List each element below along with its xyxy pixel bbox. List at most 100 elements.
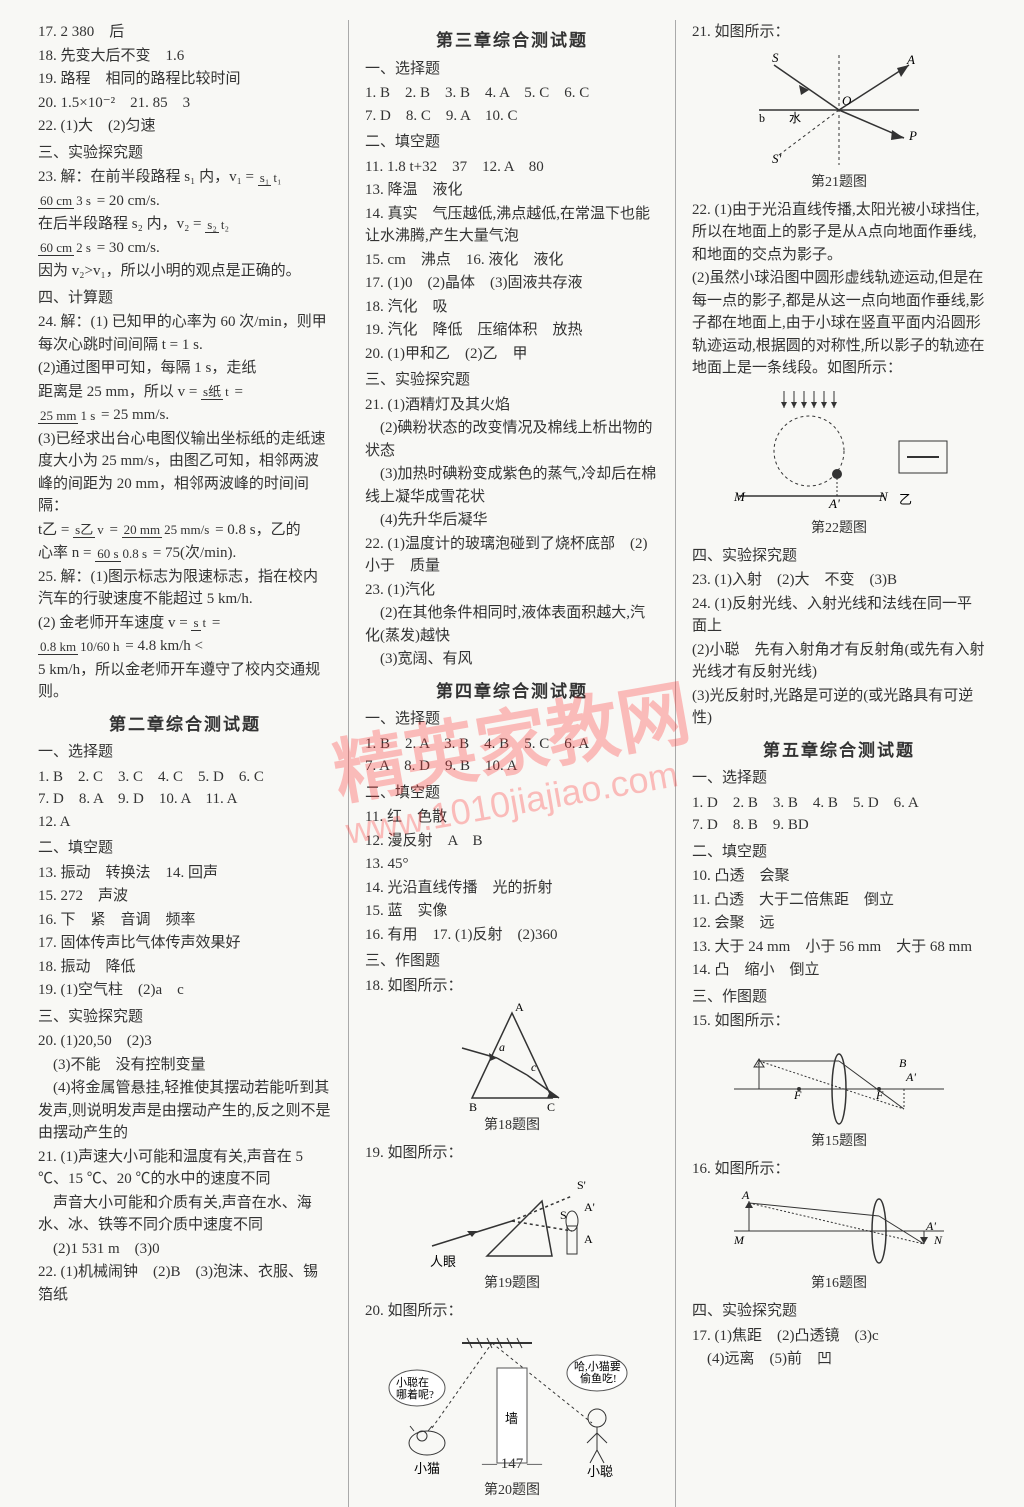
text-line: 11. 凸透 大于二倍焦距 倒立 [692,889,986,912]
diagram-15: F F B A' 第15题图 [692,1039,986,1152]
subsection-heading: 三、作图题 [365,950,659,973]
subsection-heading: 一、选择题 [692,767,986,790]
text-line: 20. (1)甲和乙 (2)乙 甲 [365,343,659,366]
text-line: 5 km/h，所以金老师开车遵守了校内交通规则。 [38,659,332,704]
subsection-heading: 一、选择题 [365,708,659,731]
svg-text:C: C [547,1100,555,1113]
fraction: 0.8 km10/60 h [38,637,122,657]
svg-text:水: 水 [789,111,801,125]
text-line: 13. 45° [365,853,659,876]
q25c: = [212,615,220,631]
text-line: 17. (1)0 (2)晶体 (3)固液共存液 [365,272,659,295]
fraction: st [191,613,208,633]
text-line: (3)宽阔、有风 [365,648,659,671]
column-3: 21. 如图所示： S A O b P S' 水 第21题图 [684,20,994,1507]
diagram-21: S A O b P S' 水 第21题图 [692,50,986,193]
text-line: (2)通过图甲可知，每隔 1 s，走纸 [38,357,332,380]
svg-text:乙: 乙 [899,492,912,507]
text-line: 因为 v₂>v₁，所以小明的观点是正确的。 [38,260,332,283]
text-line: 19. 汽化 降低 压缩体积 放热 [365,319,659,342]
text-line: 12. 漫反射 A B [365,830,659,853]
text-line: 13. 大于 24 mm 小于 56 mm 大于 68 mm [692,936,986,959]
text-line: 16. 有用 17. (1)反射 (2)360 [365,924,659,947]
text-line: 19. 路程 相同的路程比较时间 [38,68,332,91]
mc-answers: 1. B 2. C 3. C 4. C 5. D 6. C 7. D 8. A … [38,766,332,834]
triangle-refraction-diagram: A B C a c [457,1003,567,1113]
svg-text:A: A [584,1232,593,1246]
text-line: (2) 金老师开车速度 v = st = [38,612,332,635]
svg-text:c: c [531,1060,537,1074]
svg-text:偷鱼吃!: 偷鱼吃! [580,1371,617,1385]
diagram-caption: 第21题图 [692,172,986,193]
text-line: 24. 解：(1) 已知甲的心率为 60 次/min，则甲每次心跳时间间隔 t … [38,311,332,356]
text-line: (3)已经求出台心电图仪输出坐标纸的走纸速度大小为 25 mm/s，由图乙可知，… [38,428,332,518]
q24i: 心率 n = [38,545,91,561]
diagram-16: A M A' N 第16题图 [692,1186,986,1294]
text-line: 15. 272 声波 [38,885,332,908]
fraction: s₁t₁ [258,168,284,188]
fraction: s纸t [201,382,231,402]
chapter-5-title: 第五章综合测试题 [692,738,986,764]
fraction: s乙v [73,520,106,540]
q24-text: 距离是 25 mm，所以 v = [38,384,197,400]
svg-text:小聪在: 小聪在 [396,1375,429,1389]
diagram-caption: 第22题图 [692,518,986,539]
diagram-caption: 第19题图 [365,1273,659,1294]
diagram-22: M A' N 乙 第22题图 [692,386,986,539]
text-line: 18. 先变大后不变 1.6 [38,45,332,68]
svg-text:M: M [733,489,746,504]
chapter-2-title: 第二章综合测试题 [38,712,332,738]
fraction: 60 cm3 s [38,191,93,211]
subsection-heading: 二、填空题 [365,131,659,154]
q25d: = 4.8 km/h < [125,638,203,654]
svg-text:小聪: 小聪 [587,1464,613,1478]
text-line: 22. (1)由于光沿直线传播,太阳光被小球挡住,所以在地面上的影子是从A点向地… [692,199,986,267]
text-line: (2)小聪 先有入射角才有反射角(或先有入射光线才有反射光线) [692,639,986,684]
svg-text:哪着呢?: 哪着呢? [396,1387,434,1401]
diagram-label: 19. 如图所示： [365,1142,659,1165]
svg-text:小猫: 小猫 [414,1461,440,1476]
q24f: t乙 = [38,522,69,538]
text-line: 13. 降温 液化 [365,179,659,202]
text-line: 23. 解：在前半段路程 s₁ 内，v₁ = s₁t₁ [38,166,332,189]
diagram-label: 15. 如图所示： [692,1010,986,1033]
text-line: 22. (1)机械闹钟 (2)B (3)泡沫、衣服、锡箔纸 [38,1261,332,1306]
shadow-circle-diagram: M A' N 乙 [724,386,954,516]
fraction: 60 cm2 s [38,238,93,258]
text-line: 14. 光沿直线传播 光的折射 [365,877,659,900]
svg-text:a: a [499,1040,505,1054]
text-line: 声音大小可能和介质有关,声音在水、海水、冰、铁等不同介质中速度不同 [38,1192,332,1237]
subsection-heading: 三、实验探究题 [38,142,332,165]
text-line: 17. 2 380 后 [38,21,332,44]
subsection-heading: 三、作图题 [692,986,986,1009]
subsection-heading: 四、实验探究题 [692,1300,986,1323]
diagram-19: S' A' S A 人眼 第19题图 [365,1171,659,1294]
q24h: = 0.8 s，乙的 [215,522,301,538]
lens-diagram-16: A M A' N [724,1186,954,1271]
column-2: 第三章综合测试题 一、选择题 1. B 2. B 3. B 4. A 5. C … [357,20,667,1507]
text-line: 12. 会聚 远 [692,912,986,935]
text-line: 25. 解：(1)图示标志为限速标志，指在校内汽车的行驶速度不能超过 5 km/… [38,566,332,611]
subsection-heading: 一、选择题 [365,58,659,81]
svg-text:b: b [759,111,765,125]
svg-text:B: B [469,1100,477,1113]
diagram-caption: 第15题图 [692,1131,986,1152]
subsection-heading: 二、填空题 [692,841,986,864]
text-line: 19. (1)空气柱 (2)a c [38,979,332,1002]
column-divider [675,20,676,1507]
fraction: 20 mm25 mm/s [122,520,212,540]
diagram-18: A B C a c 第18题图 [365,1003,659,1136]
column-1: 17. 2 380 后 18. 先变大后不变 1.6 19. 路程 相同的路程比… [30,20,340,1507]
text-line: 17. 固体传声比气体传声效果好 [38,932,332,955]
text-line: (2)虽然小球沿图中圆形虚线轨迹运动,但是在每一点的影子,都是从这一点向地面作垂… [692,267,986,380]
text-line: (4)将金属管悬挂,轻推使其摆动若能听到其发声,则说明发声是由摆动产生的,反之则… [38,1077,332,1145]
diagram-label: 20. 如图所示： [365,1300,659,1323]
mc-answers: 1. D 2. B 3. B 4. B 5. D 6. A 7. D 8. B … [692,792,986,837]
page-number: — 147 — [482,1453,542,1476]
svg-text:A': A' [925,1219,936,1233]
svg-text:P: P [908,128,917,143]
subsection-heading: 四、计算题 [38,287,332,310]
mirror-reflection-diagram: S' A' S A 人眼 [412,1171,612,1271]
text-line: 24. (1)反射光线、入射光线和法线在同一平面上 [692,593,986,638]
fraction: s₂t₂ [205,215,231,235]
